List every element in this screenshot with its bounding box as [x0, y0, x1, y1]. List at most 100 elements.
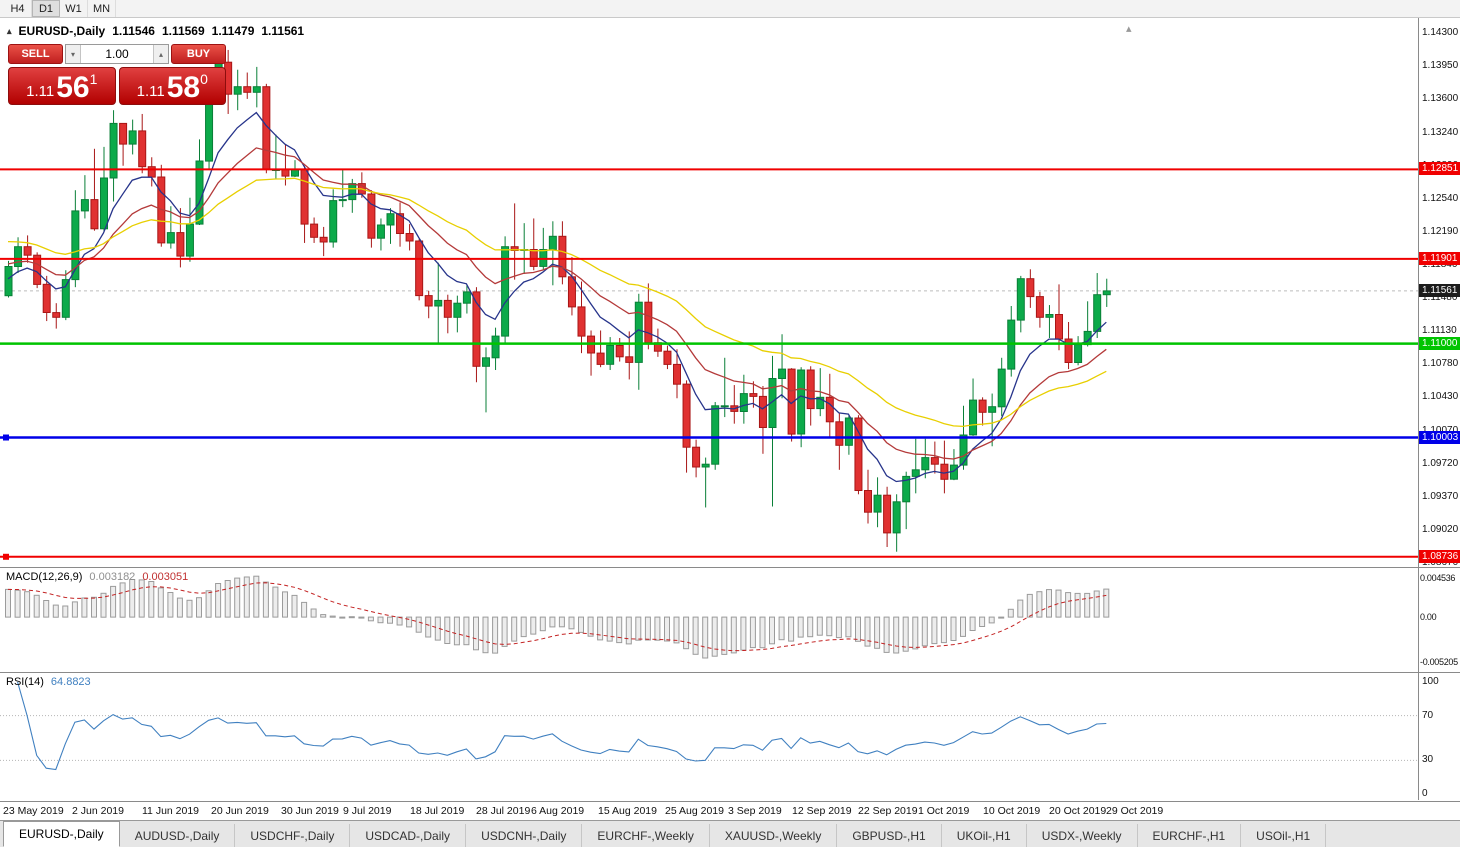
date-axis-label: 3 Sep 2019 — [728, 805, 782, 817]
chart-tab-usdcad-daily[interactable]: USDCAD-,Daily — [350, 824, 467, 847]
price-axis-tick: 1.09370 — [1422, 491, 1459, 503]
sell-price-tile[interactable]: 1.11 56 1 — [8, 67, 116, 105]
volume-stepper[interactable]: ▾ 1.00 ▴ — [65, 44, 169, 64]
price-axis-tick: 1.12190 — [1422, 225, 1459, 237]
price-level-badge: 1.08736 — [1419, 549, 1460, 563]
price-axis-tick: 1.10430 — [1422, 391, 1459, 403]
rsi-label: RSI(14) 64.8823 — [6, 676, 91, 688]
pane-divider[interactable] — [0, 567, 1460, 568]
ohlc-high: 1.11569 — [161, 24, 205, 38]
chart-tab-usdx-weekly[interactable]: USDX-,Weekly — [1027, 824, 1138, 847]
buy-button[interactable]: BUY — [171, 44, 226, 64]
date-axis-label: 25 Aug 2019 — [665, 805, 724, 817]
volume-increase-button[interactable]: ▴ — [153, 45, 168, 63]
timeframe-buttons: H4 D1 W1 MN — [4, 0, 116, 17]
chart-shift-marker-icon[interactable]: ▴ — [1126, 23, 1132, 35]
rsi-axis-tick: 0 — [1422, 788, 1428, 799]
rsi-axis-tick: 100 — [1422, 676, 1439, 687]
buy-price-tile[interactable]: 1.11 58 0 — [118, 67, 226, 105]
price-axis-tick: 1.13240 — [1422, 126, 1459, 138]
price-axis-tick: 1.11130 — [1422, 325, 1457, 337]
chart-tab-eurchf-weekly[interactable]: EURCHF-,Weekly — [582, 824, 710, 847]
chart-tab-audusd-daily[interactable]: AUDUSD-,Daily — [120, 824, 236, 847]
date-axis-label: 29 Oct 2019 — [1106, 805, 1164, 817]
chart-tab-usoil-h1[interactable]: USOil-,H1 — [1241, 824, 1327, 847]
date-axis-label: 20 Jun 2019 — [211, 805, 269, 817]
date-axis-label: 30 Jun 2019 — [281, 805, 339, 817]
chart-tab-ukoil-h1[interactable]: UKOil-,H1 — [942, 824, 1027, 847]
price-axis-tick: 1.14300 — [1422, 27, 1459, 38]
rsi-axis-tick: 70 — [1422, 709, 1434, 721]
macd-axis-tick: -0.005205 — [1420, 657, 1458, 667]
volume-value[interactable]: 1.00 — [105, 47, 129, 61]
date-axis-label: 28 Jul 2019 — [476, 805, 531, 817]
ohlc-open: 1.11546 — [112, 24, 155, 38]
price-axis-tick: 1.09720 — [1422, 458, 1459, 470]
price-level-badge: 1.10003 — [1419, 430, 1460, 444]
date-axis-label: 18 Jul 2019 — [410, 805, 465, 817]
chart-tab-bar: EURUSD-,Daily AUDUSD-,Daily USDCHF-,Daily U… — [0, 820, 1460, 847]
price-level-badge: 1.12851 — [1419, 162, 1460, 176]
timeframe-button-mn[interactable]: MN — [88, 0, 116, 17]
macd-label: MACD(12,26,9) 0.003182 0.003051 — [6, 571, 188, 583]
pane-divider[interactable] — [0, 672, 1460, 673]
current-price-badge: 1.11561 — [1419, 283, 1460, 297]
date-axis-label: 12 Sep 2019 — [792, 805, 852, 817]
chart-tab-xauusd-weekly[interactable]: XAUUSD-,Weekly — [710, 824, 838, 847]
timeframe-button-w1[interactable]: W1 — [60, 0, 88, 17]
macd-indicator-pane[interactable] — [0, 568, 1418, 673]
date-axis-label: 20 Oct 2019 — [1049, 805, 1107, 817]
macd-signal-value: 0.003051 — [142, 571, 189, 583]
date-axis-label: 1 Oct 2019 — [918, 805, 970, 817]
price-axis-tick: 1.13950 — [1422, 59, 1459, 71]
price-level-badge: 1.11000 — [1419, 336, 1460, 350]
one-click-trading-panel: SELL ▾ 1.00 ▴ BUY 1.11 56 1 1.11 58 0 — [8, 44, 226, 105]
macd-name: MACD(12,26,9) — [6, 571, 83, 583]
date-axis-label: 23 May 2019 — [3, 805, 64, 817]
price-axis-tick: 1.10780 — [1422, 358, 1459, 370]
buy-price-sup: 0 — [200, 71, 208, 87]
macd-value: 0.003182 — [89, 571, 136, 583]
macd-axis-tick: 0.004536 — [1420, 573, 1456, 583]
timeframe-button-h4[interactable]: H4 — [4, 0, 32, 17]
date-axis-label: 6 Aug 2019 — [531, 805, 585, 817]
chart-tab-usdchf-daily[interactable]: USDCHF-,Daily — [235, 824, 351, 847]
rsi-indicator-pane[interactable] — [0, 673, 1418, 801]
price-level-badge: 1.11901 — [1419, 251, 1460, 265]
date-axis-label: 10 Oct 2019 — [983, 805, 1041, 817]
rsi-value: 64.8823 — [50, 676, 91, 688]
chart-ohlc-header: ▴ EURUSD-,Daily 1.11546 1.11569 1.11479 … — [7, 24, 304, 38]
date-axis-label: 15 Aug 2019 — [598, 805, 657, 817]
buy-price-big: 58 — [166, 71, 201, 104]
price-axis-tick: 1.11480 — [1422, 292, 1458, 304]
volume-decrease-button[interactable]: ▾ — [66, 45, 81, 63]
chart-tab-eurchf-h1[interactable]: EURCHF-,H1 — [1138, 824, 1242, 847]
collapse-panel-icon[interactable]: ▴ — [7, 25, 12, 36]
chart-symbol-label: EURUSD-,Daily — [18, 24, 106, 38]
price-axis-tick: 1.13600 — [1422, 92, 1459, 104]
price-axis[interactable]: 1.143001.139501.136001.132401.128901.125… — [1418, 18, 1460, 800]
rsi-name: RSI(14) — [6, 676, 44, 688]
sell-price-sup: 1 — [89, 71, 98, 87]
date-axis-label: 2 Jun 2019 — [72, 805, 124, 817]
sell-price-big: 56 — [56, 71, 90, 104]
date-axis-label: 11 Jun 2019 — [142, 805, 200, 817]
time-axis[interactable]: 23 May 2019 2 Jun 2019 11 Jun 2019 20 Jun 2… — [0, 801, 1460, 820]
timeframe-button-d1[interactable]: D1 — [32, 0, 60, 17]
price-axis-tick: 1.09020 — [1422, 524, 1459, 536]
macd-axis-tick: 0.00 — [1420, 612, 1437, 623]
price-axis-tick: 1.12540 — [1422, 192, 1459, 204]
timeframe-toolbar: H4 D1 W1 MN — [0, 0, 1460, 18]
main-price-chart[interactable] — [0, 18, 1418, 567]
buy-price-prefix: 1.11 — [136, 83, 165, 100]
ohlc-close: 1.11561 — [261, 24, 305, 38]
chart-tab-usdcnh-daily[interactable]: USDCNH-,Daily — [466, 824, 583, 847]
sell-price-prefix: 1.11 — [26, 83, 55, 100]
ohlc-low: 1.11479 — [211, 24, 255, 38]
date-axis-label: 22 Sep 2019 — [858, 805, 918, 817]
sell-button[interactable]: SELL — [8, 44, 63, 64]
chart-tab-eurusd-daily[interactable]: EURUSD-,Daily — [3, 821, 120, 847]
date-axis-label: 9 Jul 2019 — [343, 805, 392, 817]
rsi-axis-tick: 30 — [1422, 754, 1434, 766]
chart-tab-gbpusd-h1[interactable]: GBPUSD-,H1 — [837, 824, 942, 847]
